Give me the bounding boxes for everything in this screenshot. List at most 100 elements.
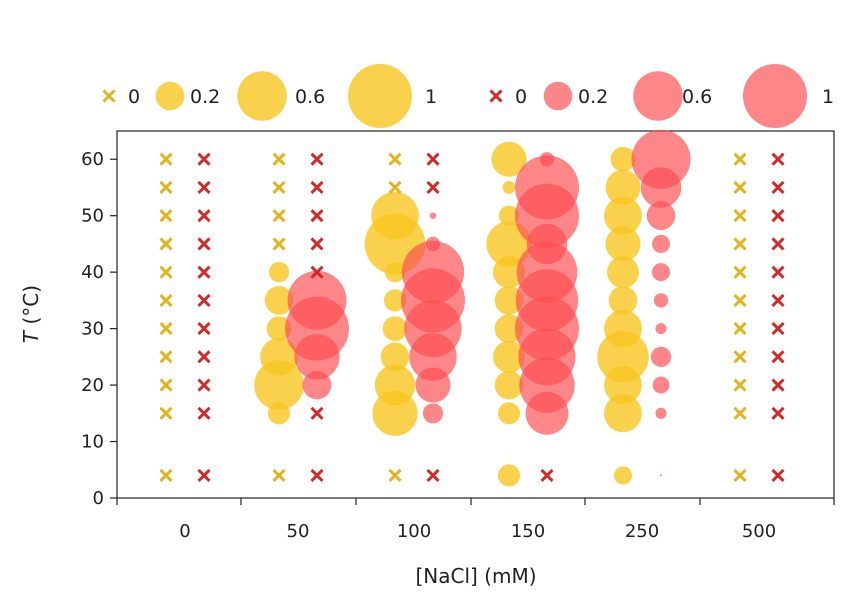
red-point-500mM-60C-cross	[771, 152, 785, 166]
yellow-point-0mM-45C-cross-stroke-b	[159, 237, 173, 251]
yellow-point-150mM-15C-bubble	[497, 402, 521, 425]
yellow-point-0mM-60C-cross	[159, 152, 173, 166]
red-point-500mM-35C-cross-stroke-b	[771, 293, 785, 307]
yellow-point-100mM-30C-bubble	[382, 316, 408, 342]
yellow-point-0mM-50C-cross	[159, 209, 173, 223]
red-point-0mM-45C-cross	[197, 237, 211, 251]
red-point-250mM-15C-bubble	[655, 407, 667, 419]
legend: 0 0.2 0.6 1 0 0.2 0.6 1	[102, 64, 834, 128]
red-point-0mM-40C-cross	[197, 265, 211, 279]
yellow-point-0mM-25C-cross	[159, 350, 173, 364]
x-tick-label: 500	[742, 521, 776, 542]
red-point-50mM-40C-cross-stroke-b	[310, 265, 324, 279]
red-point-150mM-4C-cross-stroke-b	[540, 468, 554, 482]
red-point-0mM-60C-cross-stroke-b	[197, 152, 211, 166]
red-point-50mM-45C-cross-stroke-b	[310, 237, 324, 251]
y-tick-label: 30	[81, 319, 104, 340]
yellow-point-500mM-50C-cross	[733, 209, 747, 223]
yellow-point-150mM-4C-bubble	[497, 464, 521, 487]
red-point-250mM-4C-bubble	[659, 474, 663, 477]
yellow-point-500mM-20C-cross	[733, 378, 747, 392]
legend-red-label-1: 1	[822, 86, 834, 108]
yellow-point-500mM-45C-cross	[733, 237, 747, 251]
yellow-point-100mM-25C-bubble	[380, 342, 410, 372]
red-point-0mM-25C-cross-stroke-b	[197, 350, 211, 364]
yellow-point-500mM-30C-cross	[733, 322, 747, 336]
yellow-point-50mM-50C-cross	[272, 209, 286, 223]
legend-red: 0 0.2 0.6 1	[489, 64, 834, 128]
yellow-point-250mM-4C-bubble	[613, 466, 633, 485]
yellow-point-50mM-60C-cross	[272, 152, 286, 166]
red-point-100mM-60C-cross-stroke-b	[426, 152, 440, 166]
yellow-point-100mM-4C-cross-stroke-b	[388, 468, 402, 482]
red-point-0mM-30C-cross	[197, 322, 211, 336]
red-point-0mM-30C-cross-stroke-b	[197, 322, 211, 336]
red-point-100mM-40C-bubble	[401, 240, 465, 304]
legend-yellow-cross	[102, 89, 116, 103]
x-tick-label: 50	[287, 521, 310, 542]
yellow-point-150mM-35C-bubble	[494, 286, 524, 315]
yellow-point-0mM-15C-cross	[159, 406, 173, 420]
yellow-point-250mM-35C-bubble	[608, 286, 638, 315]
y-axis-label-italic: T	[19, 329, 43, 343]
red-point-500mM-20C-cross-stroke-b	[771, 378, 785, 392]
yellow-point-500mM-30C-cross-stroke-b	[733, 322, 747, 336]
yellow-point-50mM-60C-cross-stroke-b	[272, 152, 286, 166]
red-point-50mM-50C-cross	[310, 209, 324, 223]
yellow-point-500mM-4C-cross	[733, 468, 747, 482]
y-tick-label: 10	[81, 432, 104, 453]
red-point-100mM-50C-bubble	[429, 212, 437, 219]
yellow-point-0mM-20C-cross	[159, 378, 173, 392]
y-axis: 0 10 20 30 40 50 60	[81, 149, 117, 509]
yellow-point-150mM-50C-bubble	[498, 205, 520, 226]
yellow-point-500mM-45C-cross-stroke-b	[733, 237, 747, 251]
yellow-point-50mM-35C-bubble	[264, 286, 294, 315]
yellow-point-500mM-40C-cross	[733, 265, 747, 279]
red-point-0mM-45C-cross-stroke-b	[197, 237, 211, 251]
red-point-0mM-4C-cross-stroke-b	[197, 468, 211, 482]
yellow-point-250mM-45C-bubble	[605, 226, 641, 262]
yellow-point-250mM-60C-bubble	[610, 146, 636, 172]
red-point-0mM-35C-cross-stroke-b	[197, 293, 211, 307]
red-point-100mM-15C-bubble	[422, 403, 444, 424]
red-point-500mM-20C-cross	[771, 378, 785, 392]
red-point-500mM-40C-cross	[771, 265, 785, 279]
legend-yellow-label-1: 1	[425, 86, 437, 108]
red-point-50mM-40C-cross	[310, 265, 324, 279]
yellow-point-500mM-25C-cross	[733, 350, 747, 364]
x-tick-label: 250	[625, 521, 659, 542]
yellow-point-100mM-55C-cross	[388, 180, 402, 195]
y-axis-label-rest: (°C)	[19, 285, 43, 331]
red-point-500mM-25C-cross	[771, 350, 785, 364]
legend-red-bubble-1	[743, 64, 807, 128]
red-point-50mM-45C-cross	[310, 237, 324, 251]
legend-yellow-cross-stroke-b	[102, 89, 116, 103]
yellow-point-50mM-4C-cross-stroke-b	[272, 468, 286, 482]
yellow-point-500mM-55C-cross-stroke-b	[733, 180, 747, 195]
yellow-point-50mM-55C-cross	[272, 180, 286, 195]
yellow-point-500mM-25C-cross-stroke-b	[733, 350, 747, 364]
yellow-point-500mM-35C-cross-stroke-b	[733, 293, 747, 307]
yellow-point-50mM-40C-bubble	[268, 262, 290, 283]
red-point-0mM-55C-cross	[197, 180, 211, 195]
x-axis-label: [NaCl] (mM)	[415, 564, 536, 588]
y-tick-label: 50	[81, 206, 104, 227]
yellow-point-0mM-55C-cross-stroke-b	[159, 180, 173, 195]
red-point-250mM-45C-bubble	[651, 234, 671, 253]
yellow-point-0mM-40C-cross	[159, 265, 173, 279]
red-point-150mM-4C-cross	[540, 468, 554, 482]
yellow-point-100mM-15C-bubble	[372, 390, 418, 436]
data-marks	[159, 129, 785, 487]
y-axis-label: T (°C)	[19, 285, 43, 343]
red-point-50mM-60C-cross-stroke-b	[310, 152, 324, 166]
red-point-500mM-15C-cross-stroke-b	[771, 406, 785, 420]
legend-red-label-0.6: 0.6	[682, 86, 712, 108]
red-point-50mM-4C-cross-stroke-b	[310, 468, 324, 482]
red-point-0mM-35C-cross	[197, 293, 211, 307]
red-point-0mM-50C-cross-stroke-b	[197, 209, 211, 223]
yellow-point-250mM-15C-bubble	[604, 394, 642, 433]
red-point-0mM-15C-cross-stroke-b	[197, 406, 211, 420]
red-point-0mM-60C-cross	[197, 152, 211, 166]
red-point-500mM-50C-cross-stroke-b	[771, 209, 785, 223]
red-point-0mM-20C-cross-stroke-b	[197, 378, 211, 392]
